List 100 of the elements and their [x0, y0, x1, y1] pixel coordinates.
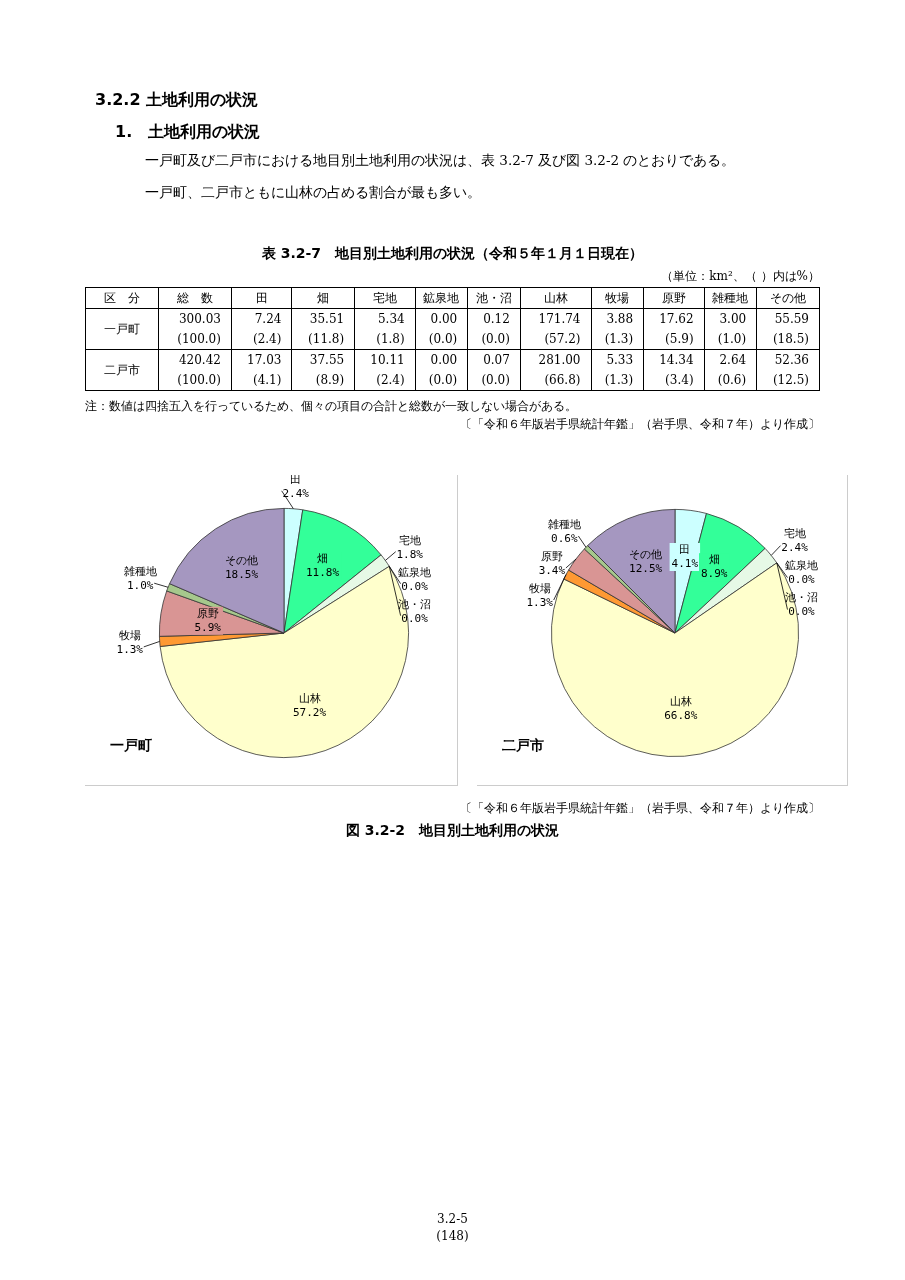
data-label: 1.8%: [396, 547, 424, 561]
slice-label: 畑: [317, 551, 329, 565]
text: 5.34: [377, 312, 405, 326]
text: (12.5): [772, 373, 809, 387]
category-label: 池・沼: [398, 597, 432, 611]
data-label: 3.4%: [538, 563, 566, 577]
legend-label: 鉱泉地: [784, 559, 818, 573]
caption: 図 3.2-2 地目別土地利用の状況: [344, 822, 561, 840]
legend-label: 鉱泉地: [398, 565, 432, 579]
text: （単位：km²、（ ）内は%）: [661, 268, 820, 285]
category-label: 田: [231, 287, 292, 309]
text: 〔「令和６年版岩手県統計年鑑」（岩手県、令和７年）より作成〕: [460, 416, 820, 433]
text: (0.0): [428, 332, 458, 346]
text: (148): [435, 1229, 470, 1243]
text: 一戸町、二戸市ともに山林の占める割合が最も多い。: [145, 184, 481, 202]
slice-label: その他: [225, 554, 259, 568]
text: 注：数値は四捨五入を行っているため、個々の項目の合計と総数が一致しない場合がある。: [85, 398, 577, 415]
text: 一戸町及び二戸市における地目別土地利用の状況は、表 3.2-7 及び図 3.2-2 のとおりである。: [145, 152, 736, 170]
text: 2.64: [719, 353, 747, 367]
text: (1.3): [604, 373, 634, 387]
data-label: 2.4%: [781, 541, 809, 555]
text: (1.8): [376, 332, 405, 346]
text: (66.8): [544, 373, 581, 387]
text: 3.88: [606, 312, 634, 326]
category-label: 一戸町: [104, 321, 140, 336]
data-label: 0.6%: [551, 531, 578, 545]
text: 0.0%: [788, 573, 815, 587]
slice-label: 畑: [708, 553, 720, 567]
slice-label: その他: [629, 548, 663, 562]
text: 420.42: [178, 353, 221, 367]
text: (11.8): [308, 332, 345, 346]
data-label: 4.1%: [671, 556, 699, 570]
data-label: 11.8%: [305, 565, 340, 579]
text: 0.00: [430, 312, 458, 326]
text: (2.4): [376, 373, 405, 387]
text: 0.07: [483, 353, 510, 367]
category-label: 二戸市: [104, 362, 140, 377]
text: 5.33: [606, 353, 634, 367]
text: 一戸町: [110, 737, 152, 755]
text: (0.0): [428, 373, 458, 387]
category-label: その他: [756, 287, 820, 309]
text: 37.55: [309, 353, 345, 367]
data-label: 2.4%: [282, 486, 310, 500]
slice-label: 宅地: [783, 527, 806, 541]
text: (1.0): [717, 332, 747, 346]
category-label: 山林: [520, 287, 591, 309]
text: (100.0): [177, 373, 221, 387]
category-label: 牧場: [591, 287, 644, 309]
slice-label: 雑種地: [123, 565, 157, 579]
text: 0.12: [483, 312, 510, 326]
text: (4.1): [252, 373, 282, 387]
text: 52.36: [774, 353, 809, 367]
text: 55.59: [774, 312, 809, 326]
data-label: 1.3%: [526, 595, 554, 609]
text: 二戸市: [502, 737, 544, 755]
text: (0.6): [717, 373, 747, 387]
text: (57.2): [544, 332, 581, 346]
slice-label: 原野: [196, 606, 219, 620]
text: 17.03: [247, 353, 282, 367]
data-label: 1.3%: [116, 642, 144, 656]
text: (100.0): [177, 332, 221, 346]
text: 7.24: [254, 312, 282, 326]
data-label: 1.0%: [126, 579, 154, 593]
data-label: 8.9%: [700, 567, 728, 581]
text: 0.00: [430, 353, 458, 367]
text: 1. 土地利用の状況: [115, 122, 261, 143]
text: (0.0): [481, 332, 510, 346]
slice-label: 雑種地: [547, 517, 581, 531]
text: 35.51: [309, 312, 345, 326]
text: 281.00: [538, 353, 581, 367]
data-label: 57.2%: [292, 705, 327, 719]
data-label: 18.5%: [224, 568, 259, 582]
slice-label: 牧場: [528, 581, 551, 595]
text: 0.0%: [401, 611, 428, 625]
category-label: 雑種地: [704, 287, 757, 309]
text: 3.2-5: [436, 1212, 469, 1226]
slice-label: 田: [679, 542, 691, 556]
category-label: 池・沼: [467, 287, 521, 309]
category-label: 鉱泉地: [415, 287, 468, 309]
text: (1.3): [604, 332, 634, 346]
text: 区 分: [85, 287, 159, 309]
text: 3.2.2 土地利用の状況: [95, 90, 259, 111]
text: 0.0%: [788, 605, 815, 619]
slice-label: 山林: [669, 695, 692, 709]
text: 14.34: [659, 353, 694, 367]
text: 表 3.2-7 地目別土地利用の状況（令和５年１月１日現在）: [260, 245, 645, 263]
category-label: 宅地: [354, 287, 416, 309]
category-label: 原野: [643, 287, 705, 309]
slice-label: 田: [290, 472, 302, 486]
text: 0.0%: [401, 579, 428, 593]
text: 10.11: [370, 353, 405, 367]
category-label: 池・沼: [784, 591, 818, 605]
text: 300.03: [178, 312, 221, 326]
data-label: 66.8%: [664, 709, 698, 723]
text: 〔「令和６年版岩手県統計年鑑」（岩手県、令和７年）より作成〕: [460, 800, 820, 817]
category-label: 総 数: [158, 287, 232, 309]
text: (2.4): [252, 332, 282, 346]
text: (5.9): [665, 332, 694, 346]
slice-label: 山林: [298, 691, 321, 705]
text: (18.5): [772, 332, 809, 346]
